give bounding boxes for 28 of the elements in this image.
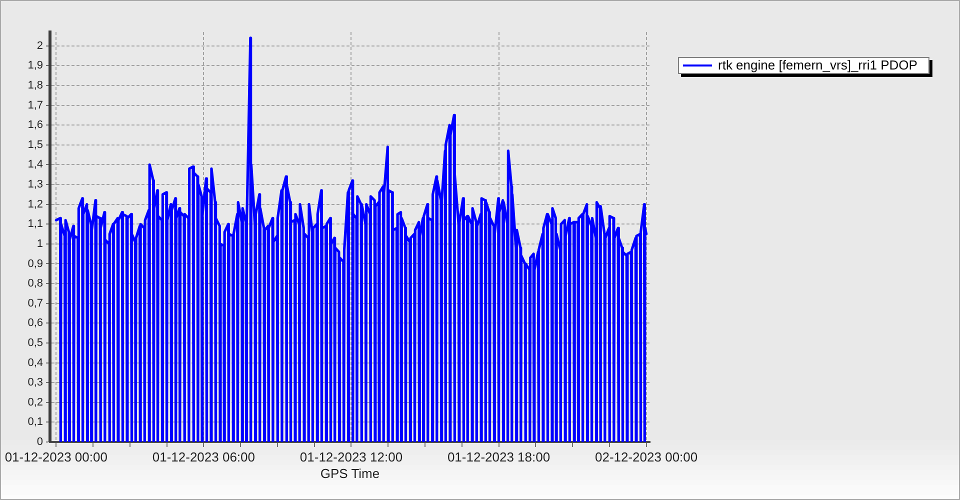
legend-label: rtk engine [femern_vrs]_rri1 PDOP xyxy=(718,58,918,73)
y-tick-label: 0,9 xyxy=(28,258,43,270)
y-tick-label: 1,8 xyxy=(28,80,43,92)
y-tick-label: 1,1 xyxy=(28,218,43,230)
y-tick-label: 0 xyxy=(36,436,43,448)
x-axis-title: GPS Time xyxy=(320,466,380,481)
y-tick-label: 0,7 xyxy=(28,297,43,310)
y-tick-label: 0,6 xyxy=(28,317,43,330)
x-tick-label: 01-12-2023 06:00 xyxy=(152,449,256,464)
y-tick-label: 0,4 xyxy=(28,356,43,369)
y-tick-label: 0,5 xyxy=(28,336,43,349)
y-tick-label: 0,3 xyxy=(28,376,43,389)
y-tick-label: 1,4 xyxy=(28,158,43,171)
y-tick-label: 1,5 xyxy=(28,138,43,151)
x-tick-label: 01-12-2023 00:00 xyxy=(4,449,108,464)
x-tick-label: 02-12-2023 00:00 xyxy=(594,449,698,464)
y-tick-label: 0,1 xyxy=(28,416,43,428)
y-tick-label: 1,7 xyxy=(28,99,43,112)
y-tick-label: 0,8 xyxy=(28,278,43,290)
x-tick-label: 01-12-2023 12:00 xyxy=(300,449,403,464)
y-tick-label: 1,2 xyxy=(28,198,43,210)
y-tick-label: 2 xyxy=(36,40,43,52)
x-tick-label: 01-12-2023 18:00 xyxy=(447,449,550,464)
y-tick-label: 1 xyxy=(36,238,43,250)
y-tick-label: 1,6 xyxy=(28,119,43,132)
y-tick-label: 1,3 xyxy=(28,178,43,191)
y-tick-label: 1,9 xyxy=(28,60,43,72)
y-tick-label: 0,2 xyxy=(28,396,43,408)
